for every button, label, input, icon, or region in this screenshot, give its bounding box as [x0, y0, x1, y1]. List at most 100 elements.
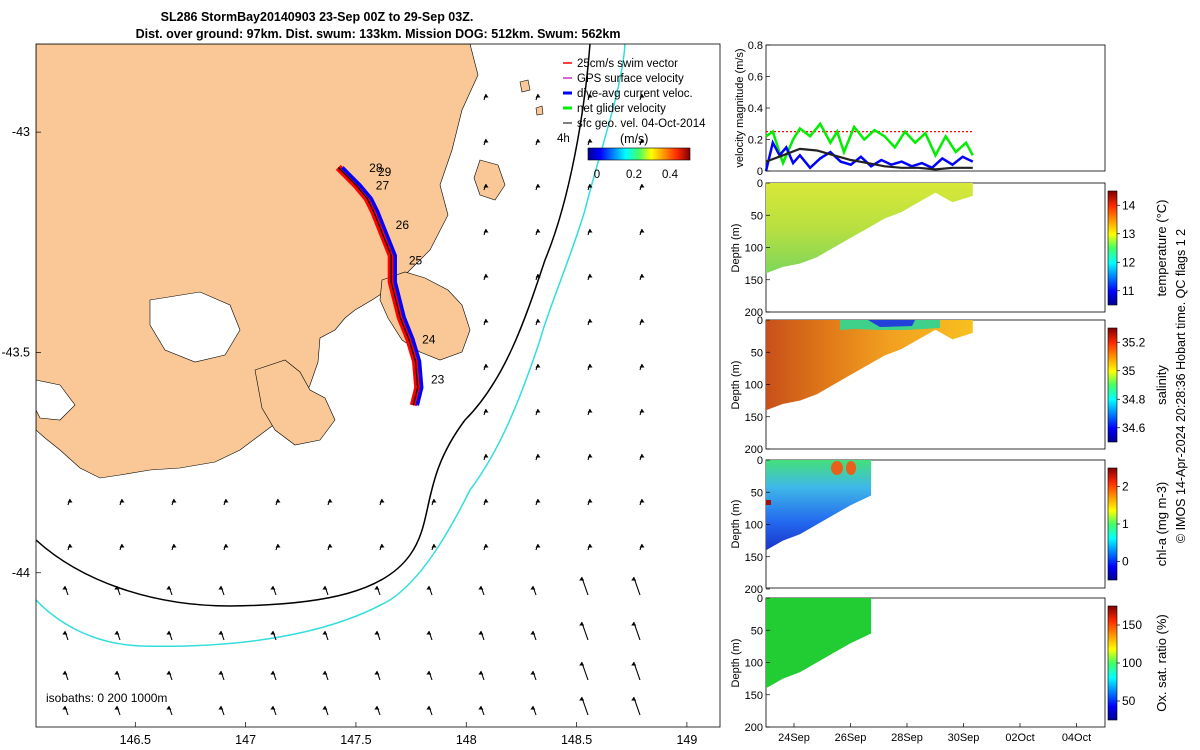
oxygen-colorbar-ticks: 50 100 150: [1117, 618, 1142, 708]
current-arrowhead: [322, 631, 328, 635]
current-arrowhead: [579, 577, 585, 581]
current-arrowhead: [322, 706, 328, 710]
section-ytick-label: 0: [757, 593, 763, 605]
current-arrowhead: [379, 544, 385, 548]
title-line-1: SL286 StormBay20140903 23-Sep 00Z to 29-…: [161, 10, 474, 24]
legend-dive: dive-avg current veloc.: [577, 88, 693, 100]
current-arrowhead: [483, 139, 489, 143]
current-arrowhead: [587, 544, 593, 548]
surface-current-arrows: [62, 93, 645, 716]
current-arrowhead: [327, 544, 333, 548]
map-xtick-label: 148.5: [561, 733, 592, 747]
chla-redspot: [766, 500, 771, 505]
current-arrowhead: [579, 622, 585, 626]
section-ytick-label: 200: [745, 584, 763, 596]
time-xtick-label: 02Oct: [1005, 732, 1034, 744]
current-arrowhead: [535, 319, 541, 323]
current-arrowhead: [587, 274, 593, 278]
current-arrowhead: [275, 544, 281, 548]
salinity-clabel: salinity: [1154, 365, 1169, 405]
title-line-2: Dist. over ground: 97km. Dist. swum: 133…: [136, 27, 621, 41]
velocity-series-line: [765, 121, 974, 167]
current-arrowhead: [171, 499, 177, 503]
salinity-colorbar-ticks: 34.6 34.8 35 35.2: [1117, 335, 1146, 435]
temperature-y-ticks: 0 50 100 150 200: [745, 178, 770, 319]
current-arrowhead: [587, 499, 593, 503]
temperature-clabel: temperature (°C): [1154, 200, 1169, 297]
current-arrowhead: [639, 454, 645, 458]
section-ytick-label: 100: [745, 380, 763, 392]
current-arrowhead: [535, 139, 541, 143]
colorbar-tick-label: 2: [1122, 480, 1129, 494]
colorbar-tick-label: 50: [1122, 694, 1136, 708]
current-arrowhead: [374, 671, 380, 675]
chla-section: [766, 460, 872, 551]
current-arrowhead: [639, 274, 645, 278]
current-arrowhead: [535, 454, 541, 458]
current-arrowhead: [270, 586, 276, 590]
current-arrowhead: [426, 586, 432, 590]
colorbar-tick-label: 35.2: [1122, 335, 1146, 349]
oxygen-y-ticks: 0 50 100 150 200: [745, 593, 770, 734]
velocity-frame: [765, 44, 1106, 172]
current-arrowhead: [530, 706, 536, 710]
current-arrowhead: [223, 499, 229, 503]
current-arrowhead: [587, 184, 593, 188]
current-arrowhead: [639, 319, 645, 323]
current-arrowhead: [67, 544, 73, 548]
current-arrowhead: [483, 319, 489, 323]
current-arrowhead: [374, 706, 380, 710]
current-arrowhead: [67, 499, 73, 503]
track-dive-avg: [341, 166, 424, 406]
current-arrowhead: [114, 706, 120, 710]
current-arrowhead: [587, 229, 593, 233]
current-arrowhead: [426, 671, 432, 675]
section-ytick-label: 50: [751, 625, 763, 637]
current-arrowhead: [327, 499, 333, 503]
oxygen-panel: 0 50 100 150 200 Depth (m) 50 100 150 Ox. sat.…: [730, 593, 1169, 744]
current-arrowhead: [171, 544, 177, 548]
legend-net: net glider velocity: [577, 103, 666, 115]
chla-hotspot-2: [846, 461, 856, 475]
current-arrowhead: [62, 671, 68, 675]
velocity-ytick-label: 0.4: [748, 103, 763, 115]
salinity-y-ticks: 0 50 100 150 200: [745, 315, 770, 456]
section-ytick-label: 0: [757, 178, 763, 190]
day-label: 23: [431, 372, 445, 386]
map-xtick-label: 146.5: [120, 733, 151, 747]
current-arrowhead: [166, 671, 172, 675]
section-ytick-label: 150: [745, 412, 763, 424]
section-ytick-label: 150: [745, 275, 763, 287]
current-arrowhead: [478, 631, 484, 635]
current-arrowhead: [62, 631, 68, 635]
isobath-200m: [36, 44, 591, 607]
temperature-panel: 0 50 100 150 200 Depth (m) 11 12 13 14 temperat…: [730, 178, 1169, 319]
current-arrowhead: [639, 139, 645, 143]
section-ytick-label: 50: [751, 347, 763, 359]
oxygen-ylabel: Depth (m): [730, 639, 742, 688]
section-ytick-label: 200: [745, 444, 763, 456]
salinity-panel: 0 50 100 150 200 Depth (m) 34.6 34.8 35 35.2 sa…: [730, 315, 1169, 456]
current-arrowhead: [483, 499, 489, 503]
colorbar-tick-label: 34.6: [1122, 421, 1146, 435]
current-arrowhead: [114, 586, 120, 590]
current-arrowhead: [587, 139, 593, 143]
colorbar-tick-2: 0.4: [662, 169, 679, 181]
time-xtick-label: 04Oct: [1062, 732, 1091, 744]
day-label: 26: [396, 218, 410, 232]
credit-text: © IMOS 14-Apr-2024 20:28:36 Hobart time.…: [1174, 229, 1188, 543]
velocity-ytick-label: 0.2: [748, 135, 763, 147]
current-arrowhead: [478, 671, 484, 675]
current-arrowhead: [530, 631, 536, 635]
current-arrowhead: [483, 229, 489, 233]
land-peninsula-south: [254, 359, 336, 446]
section-ytick-label: 150: [745, 690, 763, 702]
temperature-section: [766, 183, 973, 274]
oxygen-colorbar: [1107, 605, 1118, 721]
current-arrowhead: [431, 499, 437, 503]
land-island-northeast: [473, 159, 506, 201]
section-ytick-label: 50: [751, 487, 763, 499]
current-arrowhead: [426, 706, 432, 710]
colorbar-tick-label: 13: [1122, 227, 1136, 241]
current-arrowhead: [483, 184, 489, 188]
